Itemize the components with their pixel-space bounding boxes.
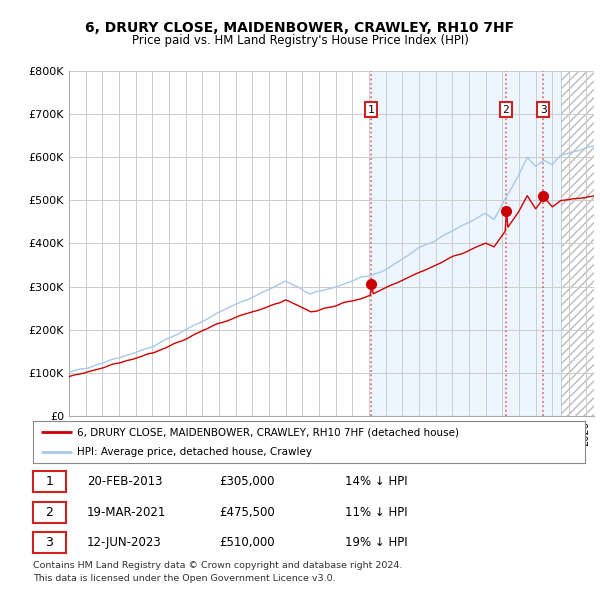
- Text: 20-FEB-2013: 20-FEB-2013: [87, 475, 163, 488]
- Text: Price paid vs. HM Land Registry's House Price Index (HPI): Price paid vs. HM Land Registry's House …: [131, 34, 469, 47]
- Text: £510,000: £510,000: [219, 536, 275, 549]
- Text: 6, DRURY CLOSE, MAIDENBOWER, CRAWLEY, RH10 7HF: 6, DRURY CLOSE, MAIDENBOWER, CRAWLEY, RH…: [85, 21, 515, 35]
- Text: £305,000: £305,000: [219, 475, 275, 488]
- Text: 19-MAR-2021: 19-MAR-2021: [87, 506, 166, 519]
- Text: 12-JUN-2023: 12-JUN-2023: [87, 536, 162, 549]
- Text: 6, DRURY CLOSE, MAIDENBOWER, CRAWLEY, RH10 7HF (detached house): 6, DRURY CLOSE, MAIDENBOWER, CRAWLEY, RH…: [77, 427, 459, 437]
- Text: 14% ↓ HPI: 14% ↓ HPI: [345, 475, 407, 488]
- Text: 1: 1: [46, 475, 53, 488]
- Text: 2: 2: [503, 104, 509, 114]
- Text: 3: 3: [46, 536, 53, 549]
- Text: Contains HM Land Registry data © Crown copyright and database right 2024.: Contains HM Land Registry data © Crown c…: [33, 561, 403, 570]
- Text: 2: 2: [46, 506, 53, 519]
- Text: 19% ↓ HPI: 19% ↓ HPI: [345, 536, 407, 549]
- Text: 1: 1: [368, 104, 374, 114]
- Text: HPI: Average price, detached house, Crawley: HPI: Average price, detached house, Craw…: [77, 447, 312, 457]
- Text: This data is licensed under the Open Government Licence v3.0.: This data is licensed under the Open Gov…: [33, 574, 335, 583]
- Text: 11% ↓ HPI: 11% ↓ HPI: [345, 506, 407, 519]
- Text: 3: 3: [540, 104, 547, 114]
- Text: £475,500: £475,500: [219, 506, 275, 519]
